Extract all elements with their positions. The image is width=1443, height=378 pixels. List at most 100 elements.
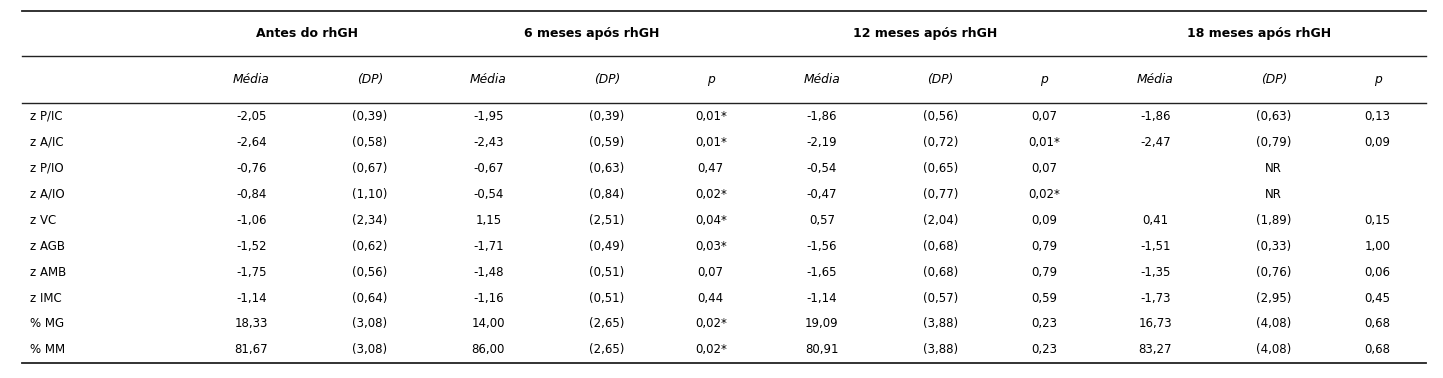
Text: (0,65): (0,65) bbox=[922, 162, 958, 175]
Text: 0,01*: 0,01* bbox=[694, 110, 727, 123]
Text: (0,39): (0,39) bbox=[589, 110, 625, 123]
Text: 0,68: 0,68 bbox=[1365, 343, 1391, 356]
Text: 81,67: 81,67 bbox=[235, 343, 268, 356]
Text: 0,06: 0,06 bbox=[1365, 266, 1391, 279]
Text: 14,00: 14,00 bbox=[472, 318, 505, 330]
Text: 0,13: 0,13 bbox=[1365, 110, 1391, 123]
Text: 6 meses após rhGH: 6 meses após rhGH bbox=[524, 27, 659, 40]
Text: 0,47: 0,47 bbox=[697, 162, 724, 175]
Text: 18,33: 18,33 bbox=[235, 318, 268, 330]
Text: (0,49): (0,49) bbox=[589, 240, 625, 253]
Text: 0,68: 0,68 bbox=[1365, 318, 1391, 330]
Text: z A/IO: z A/IO bbox=[30, 188, 65, 201]
Text: -2,19: -2,19 bbox=[807, 136, 837, 149]
Text: NR: NR bbox=[1266, 162, 1283, 175]
Text: 0,02*: 0,02* bbox=[694, 343, 727, 356]
Text: -1,71: -1,71 bbox=[473, 240, 504, 253]
Text: 0,23: 0,23 bbox=[1032, 318, 1058, 330]
Text: -1,86: -1,86 bbox=[807, 110, 837, 123]
Text: z AGB: z AGB bbox=[30, 240, 65, 253]
Text: -1,86: -1,86 bbox=[1140, 110, 1170, 123]
Text: z AMB: z AMB bbox=[30, 266, 66, 279]
Text: (2,65): (2,65) bbox=[589, 318, 625, 330]
Text: (DP): (DP) bbox=[1261, 73, 1287, 86]
Text: -1,56: -1,56 bbox=[807, 240, 837, 253]
Text: (2,34): (2,34) bbox=[352, 214, 388, 227]
Text: -1,06: -1,06 bbox=[237, 214, 267, 227]
Text: 0,02*: 0,02* bbox=[1029, 188, 1061, 201]
Text: -1,65: -1,65 bbox=[807, 266, 837, 279]
Text: (0,56): (0,56) bbox=[922, 110, 958, 123]
Text: 0,41: 0,41 bbox=[1143, 214, 1169, 227]
Text: -1,95: -1,95 bbox=[473, 110, 504, 123]
Text: 0,07: 0,07 bbox=[1032, 162, 1058, 175]
Text: (0,63): (0,63) bbox=[589, 162, 625, 175]
Text: -1,35: -1,35 bbox=[1140, 266, 1170, 279]
Text: 80,91: 80,91 bbox=[805, 343, 838, 356]
Text: 0,07: 0,07 bbox=[1032, 110, 1058, 123]
Text: (0,58): (0,58) bbox=[352, 136, 387, 149]
Text: -2,43: -2,43 bbox=[473, 136, 504, 149]
Text: 0,79: 0,79 bbox=[1032, 266, 1058, 279]
Text: (3,08): (3,08) bbox=[352, 318, 387, 330]
Text: % MG: % MG bbox=[30, 318, 63, 330]
Text: NR: NR bbox=[1266, 188, 1283, 201]
Text: 12 meses após rhGH: 12 meses após rhGH bbox=[853, 27, 997, 40]
Text: -1,52: -1,52 bbox=[237, 240, 267, 253]
Text: (0,84): (0,84) bbox=[589, 188, 625, 201]
Text: (DP): (DP) bbox=[356, 73, 382, 86]
Text: (DP): (DP) bbox=[928, 73, 954, 86]
Text: (2,51): (2,51) bbox=[589, 214, 625, 227]
Text: (0,76): (0,76) bbox=[1255, 266, 1291, 279]
Text: Média: Média bbox=[470, 73, 506, 86]
Text: -2,47: -2,47 bbox=[1140, 136, 1170, 149]
Text: -2,64: -2,64 bbox=[237, 136, 267, 149]
Text: 0,09: 0,09 bbox=[1365, 136, 1391, 149]
Text: 0,23: 0,23 bbox=[1032, 343, 1058, 356]
Text: (0,79): (0,79) bbox=[1255, 136, 1291, 149]
Text: -0,67: -0,67 bbox=[473, 162, 504, 175]
Text: (2,65): (2,65) bbox=[589, 343, 625, 356]
Text: 16,73: 16,73 bbox=[1139, 318, 1172, 330]
Text: 19,09: 19,09 bbox=[805, 318, 838, 330]
Text: 0,44: 0,44 bbox=[697, 291, 724, 305]
Text: (4,08): (4,08) bbox=[1257, 343, 1291, 356]
Text: (2,95): (2,95) bbox=[1255, 291, 1291, 305]
Text: p: p bbox=[1374, 73, 1381, 86]
Text: (0,51): (0,51) bbox=[589, 266, 625, 279]
Text: (0,57): (0,57) bbox=[922, 291, 958, 305]
Text: -2,05: -2,05 bbox=[237, 110, 267, 123]
Text: (0,67): (0,67) bbox=[352, 162, 388, 175]
Text: -0,84: -0,84 bbox=[237, 188, 267, 201]
Text: (0,68): (0,68) bbox=[922, 240, 958, 253]
Text: -1,14: -1,14 bbox=[237, 291, 267, 305]
Text: (0,68): (0,68) bbox=[922, 266, 958, 279]
Text: (0,64): (0,64) bbox=[352, 291, 388, 305]
Text: -1,14: -1,14 bbox=[807, 291, 837, 305]
Text: 1,00: 1,00 bbox=[1365, 240, 1391, 253]
Text: -0,54: -0,54 bbox=[807, 162, 837, 175]
Text: 83,27: 83,27 bbox=[1139, 343, 1172, 356]
Text: -1,75: -1,75 bbox=[237, 266, 267, 279]
Text: 0,01*: 0,01* bbox=[694, 136, 727, 149]
Text: Média: Média bbox=[804, 73, 840, 86]
Text: (DP): (DP) bbox=[595, 73, 620, 86]
Text: -1,73: -1,73 bbox=[1140, 291, 1170, 305]
Text: (0,56): (0,56) bbox=[352, 266, 388, 279]
Text: 0,59: 0,59 bbox=[1032, 291, 1058, 305]
Text: (2,04): (2,04) bbox=[922, 214, 958, 227]
Text: z P/IC: z P/IC bbox=[30, 110, 62, 123]
Text: p: p bbox=[707, 73, 714, 86]
Text: p: p bbox=[1040, 73, 1048, 86]
Text: (3,08): (3,08) bbox=[352, 343, 387, 356]
Text: (0,72): (0,72) bbox=[922, 136, 958, 149]
Text: -1,51: -1,51 bbox=[1140, 240, 1170, 253]
Text: Antes do rhGH: Antes do rhGH bbox=[255, 27, 358, 40]
Text: 0,57: 0,57 bbox=[810, 214, 835, 227]
Text: z VC: z VC bbox=[30, 214, 56, 227]
Text: 0,07: 0,07 bbox=[698, 266, 724, 279]
Text: z P/IO: z P/IO bbox=[30, 162, 63, 175]
Text: 86,00: 86,00 bbox=[472, 343, 505, 356]
Text: Média: Média bbox=[1137, 73, 1173, 86]
Text: 0,01*: 0,01* bbox=[1029, 136, 1061, 149]
